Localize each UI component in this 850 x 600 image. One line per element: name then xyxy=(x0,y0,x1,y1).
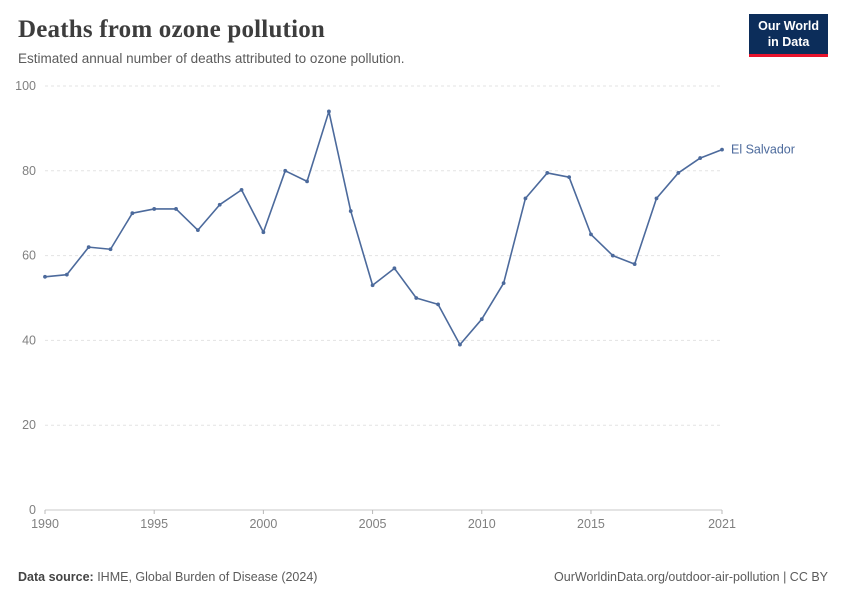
x-tick-label: 2021 xyxy=(708,517,736,531)
data-point-marker[interactable] xyxy=(130,211,135,216)
data-point-marker[interactable] xyxy=(261,230,266,235)
series-end-label: El Salvador xyxy=(731,143,795,157)
data-point-marker[interactable] xyxy=(283,168,288,173)
data-point-marker[interactable] xyxy=(567,175,572,180)
y-tick-label: 40 xyxy=(22,333,36,347)
data-point-marker[interactable] xyxy=(698,156,703,160)
data-point-marker[interactable] xyxy=(195,228,200,233)
x-tick-label: 2005 xyxy=(359,517,387,531)
data-point-marker[interactable] xyxy=(152,207,157,211)
owid-url-link[interactable]: OurWorldinData.org/outdoor-air-pollution… xyxy=(554,570,828,584)
owid-logo-line2: in Data xyxy=(767,34,810,49)
data-point-marker[interactable] xyxy=(305,179,309,184)
line-chart-svg[interactable]: 0 20 40 60 80 100 1990 1995 2000 2005 2010 2015 2021… xyxy=(0,70,850,540)
data-point-marker[interactable] xyxy=(108,247,113,252)
data-point-marker[interactable] xyxy=(43,274,47,279)
x-tick-label: 1990 xyxy=(31,517,59,531)
data-point-marker[interactable] xyxy=(86,245,91,250)
data-point-marker[interactable] xyxy=(174,207,178,211)
data-point-marker[interactable] xyxy=(632,262,637,266)
x-tick-label: 2010 xyxy=(468,517,496,531)
chart-footer: Data source: IHME, Global Burden of Dise… xyxy=(0,562,850,600)
y-tick-label: 100 xyxy=(15,79,36,93)
data-point-marker[interactable] xyxy=(501,281,506,286)
owid-logo[interactable]: Our World in Data xyxy=(749,14,828,58)
data-point-marker[interactable] xyxy=(676,171,681,175)
owid-logo-line1: Our World xyxy=(758,19,819,33)
data-point-marker[interactable] xyxy=(610,253,615,258)
line-series[interactable] xyxy=(44,110,723,346)
page-title: Deaths from ozone pollution xyxy=(18,16,326,43)
data-point-marker[interactable] xyxy=(64,272,69,277)
y-tick-label: 80 xyxy=(22,164,36,178)
data-point-marker[interactable] xyxy=(479,317,484,322)
chart-header: Deaths from ozone pollution Estimated an… xyxy=(0,0,850,70)
y-tick-label: 20 xyxy=(22,418,36,432)
chart-area[interactable]: 0 20 40 60 80 100 1990 1995 2000 2005 2010 2015 2021… xyxy=(0,70,850,545)
y-tick-label: 60 xyxy=(22,249,36,263)
data-source-text: IHME, Global Burden of Disease (2024) xyxy=(93,570,318,584)
data-point-marker[interactable] xyxy=(392,266,397,271)
data-point-marker[interactable] xyxy=(458,342,462,347)
data-point-marker[interactable] xyxy=(654,196,659,201)
x-tick-label: 2000 xyxy=(249,517,277,531)
data-source-label: Data source: xyxy=(18,570,94,584)
data-point-marker[interactable] xyxy=(217,202,222,207)
x-tick-label: 1995 xyxy=(140,517,168,531)
data-point-marker[interactable] xyxy=(370,283,375,288)
data-point-marker[interactable] xyxy=(545,171,550,175)
x-tick-label: 2015 xyxy=(577,517,605,531)
y-tick-label: 0 xyxy=(29,503,36,517)
data-point-marker[interactable] xyxy=(348,209,353,213)
data-point-marker[interactable] xyxy=(327,109,331,114)
data-point-marker[interactable] xyxy=(414,296,419,300)
data-point-marker[interactable] xyxy=(720,147,724,152)
data-point-marker[interactable] xyxy=(239,187,244,192)
data-point-marker[interactable] xyxy=(523,196,528,201)
data-point-marker[interactable] xyxy=(589,232,593,237)
chart-subtitle: Estimated annual number of deaths attrib… xyxy=(18,51,405,66)
data-point-marker[interactable] xyxy=(436,302,440,307)
data-source-note: Data source: IHME, Global Burden of Dise… xyxy=(18,570,317,584)
